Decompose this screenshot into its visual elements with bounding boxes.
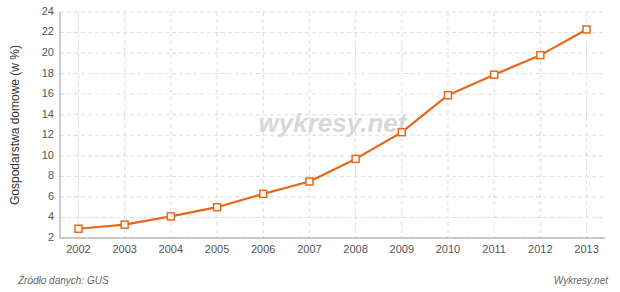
x-tick-label: 2004 xyxy=(159,243,183,255)
x-tick-label: 2010 xyxy=(436,243,460,255)
grid-line xyxy=(60,238,605,239)
y-axis-line xyxy=(60,12,61,238)
y-axis-label: Gospodarstwa domowe (w %) xyxy=(8,45,22,205)
grid-line xyxy=(60,155,605,156)
x-tick-label: 2007 xyxy=(297,243,321,255)
y-tick-label: 2 xyxy=(48,231,54,243)
grid-line xyxy=(540,12,541,238)
y-tick-label: 16 xyxy=(42,87,54,99)
watermark: wykresy.net xyxy=(259,108,408,138)
x-tick-label: 2005 xyxy=(205,243,229,255)
y-tick-label: 18 xyxy=(42,67,54,79)
x-axis-line xyxy=(60,238,605,239)
x-tick-label: 2009 xyxy=(390,243,414,255)
grid-line xyxy=(60,32,605,33)
y-tick-label: 12 xyxy=(42,128,54,140)
series xyxy=(75,26,590,232)
y-tick-label: 8 xyxy=(48,169,54,181)
grid-line xyxy=(60,176,605,177)
grid-line xyxy=(60,73,605,74)
marker xyxy=(306,178,313,185)
grid-line xyxy=(60,196,605,197)
chart: 2468101214161820222420022003200420052006… xyxy=(0,0,620,292)
credit-text: Wykresy.net xyxy=(554,275,609,286)
x-tick-label: 2011 xyxy=(482,243,506,255)
grid-line xyxy=(60,217,605,218)
x-tick-label: 2013 xyxy=(574,243,598,255)
y-tick-label: 10 xyxy=(42,149,54,161)
marker xyxy=(352,155,359,162)
grid xyxy=(60,12,605,238)
grid-line xyxy=(78,12,79,238)
grid-line xyxy=(60,53,605,54)
x-tick-label: 2002 xyxy=(66,243,90,255)
grid-line xyxy=(124,12,125,238)
marker xyxy=(491,71,498,78)
marker xyxy=(121,221,128,228)
grid-line xyxy=(494,12,495,238)
grid-line xyxy=(170,12,171,238)
x-tick-label: 2008 xyxy=(343,243,367,255)
marker xyxy=(167,213,174,220)
y-tick-label: 6 xyxy=(48,190,54,202)
marker xyxy=(398,129,405,136)
marker xyxy=(75,225,82,232)
marker xyxy=(214,204,221,211)
x-tick-label: 2006 xyxy=(251,243,275,255)
grid-line xyxy=(60,94,605,95)
marker xyxy=(260,190,267,197)
x-tick-label: 2012 xyxy=(528,243,552,255)
axes: 2468101214161820222420022003200420052006… xyxy=(42,5,605,255)
grid-line xyxy=(586,12,587,238)
x-tick-label: 2003 xyxy=(112,243,136,255)
line xyxy=(78,29,586,228)
chart-container: 2468101214161820222420022003200420052006… xyxy=(0,0,620,292)
source-text: Źródło danych: GUS xyxy=(17,274,109,286)
y-tick-label: 22 xyxy=(42,25,54,37)
grid-line xyxy=(447,12,448,238)
marker xyxy=(537,52,544,59)
y-tick-label: 14 xyxy=(42,108,54,120)
marker xyxy=(444,92,451,99)
grid-line xyxy=(60,12,605,13)
y-tick-label: 4 xyxy=(48,210,54,222)
y-tick-label: 24 xyxy=(42,5,54,17)
marker xyxy=(583,26,590,33)
y-tick-label: 20 xyxy=(42,46,54,58)
